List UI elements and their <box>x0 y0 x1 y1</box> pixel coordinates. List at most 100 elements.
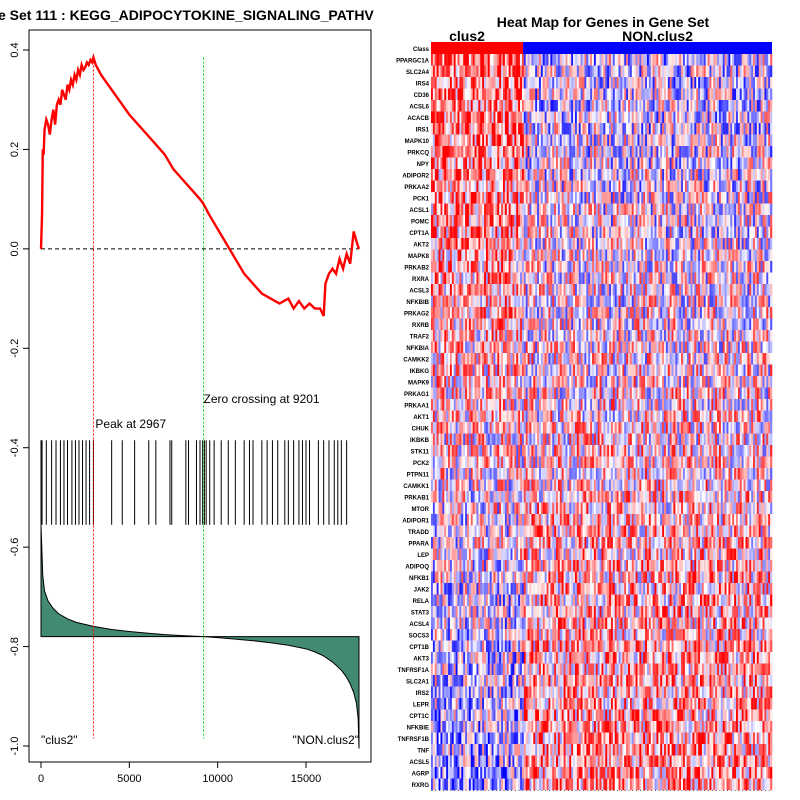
heatmap-cell <box>449 192 453 204</box>
heatmap-cell <box>504 100 508 112</box>
heatmap-cell <box>665 307 669 319</box>
heatmap-cell <box>605 307 608 319</box>
heatmap-cell <box>770 169 773 181</box>
heatmap-cell <box>552 169 555 181</box>
heatmap-cell <box>580 77 583 89</box>
heatmap-cell <box>592 353 595 365</box>
heatmap-cell <box>434 226 437 239</box>
heatmap-cell <box>510 65 513 78</box>
heatmap-cell <box>646 88 650 101</box>
heatmap-cell <box>753 88 756 101</box>
heatmap-cell <box>590 249 593 262</box>
heatmap-cell <box>436 249 439 262</box>
heatmap-cell <box>768 169 771 181</box>
heatmap-cell <box>610 65 614 78</box>
heatmap-cell <box>502 65 506 78</box>
heatmap-cell <box>662 272 665 285</box>
heatmap-cell <box>641 88 644 101</box>
heatmap-cell <box>665 249 669 262</box>
heatmap-cell <box>734 100 737 112</box>
heatmap-cell <box>444 77 447 89</box>
heatmap-cell <box>554 307 557 319</box>
heatmap-cell <box>438 134 441 147</box>
heatmap-cell <box>728 330 731 342</box>
heatmap-cell <box>563 157 566 170</box>
heatmap-cell <box>573 123 576 135</box>
heatmap-cell <box>654 318 657 331</box>
heatmap-cell <box>709 54 712 66</box>
heatmap-cell <box>586 146 589 158</box>
heatmap-cell <box>557 307 561 319</box>
heatmap-cell <box>538 111 542 124</box>
heatmap-cell <box>684 100 688 112</box>
heatmap-cell <box>692 318 695 331</box>
heatmap-cell <box>754 318 758 331</box>
heatmap-cell <box>656 261 659 273</box>
heatmap-cell <box>601 330 604 342</box>
heatmap-cell <box>745 169 748 181</box>
heatmap-cell <box>658 284 661 296</box>
heatmap-cell <box>434 330 437 342</box>
heatmap-cell <box>660 249 663 262</box>
heatmap-cell <box>446 192 449 204</box>
heatmap-cell <box>565 249 568 262</box>
heatmap-cell <box>603 169 606 181</box>
heatmap-cell <box>440 364 443 377</box>
heatmap-cell <box>438 77 441 89</box>
heatmap-cell <box>751 192 754 204</box>
heatmap-cell <box>660 272 663 285</box>
heatmap-cell <box>529 65 532 78</box>
heatmap-cell <box>639 100 642 112</box>
heatmap-cell <box>476 77 479 89</box>
heatmap-cell <box>440 261 443 273</box>
heatmap-cell <box>726 215 729 227</box>
heatmap-cell <box>561 341 564 354</box>
heatmap-cell <box>574 146 578 158</box>
heatmap-cell <box>770 100 773 112</box>
heatmap-cell <box>449 169 453 181</box>
heatmap-cell <box>557 330 561 342</box>
heatmap-cell <box>465 330 468 342</box>
heatmap-cell <box>521 353 525 365</box>
heatmap-cell <box>622 123 625 135</box>
heatmap-cell <box>652 157 655 170</box>
heatmap-cell <box>520 192 523 204</box>
heatmap-cell <box>758 307 761 319</box>
heatmap-cell <box>459 100 462 112</box>
heatmap-cell <box>673 180 676 193</box>
heatmap-cell <box>682 157 686 170</box>
heatmap-cell <box>601 238 604 250</box>
heatmap-cell <box>643 203 646 216</box>
heatmap-cell <box>592 65 595 78</box>
heatmap-cell <box>432 226 436 239</box>
heatmap-cell <box>448 192 451 204</box>
heatmap-cell <box>753 353 756 365</box>
heatmap-cell <box>730 238 733 250</box>
heatmap-cell <box>468 261 472 273</box>
heatmap-cell <box>724 249 727 262</box>
heatmap-cell <box>673 192 676 204</box>
heatmap-cell <box>474 341 477 354</box>
heatmap-cell <box>624 261 627 273</box>
heatmap-cell <box>660 146 663 158</box>
heatmap-cell <box>457 364 460 377</box>
heatmap-cell <box>633 100 636 112</box>
heatmap-cell <box>766 88 769 101</box>
heatmap-cell <box>601 307 604 319</box>
heatmap-cell <box>626 261 629 273</box>
heatmap-cell <box>681 353 684 365</box>
heatmap-cell <box>703 65 706 78</box>
heatmap-cell <box>667 295 670 308</box>
heatmap-cell <box>726 100 729 112</box>
heatmap-cell <box>728 100 731 112</box>
heatmap-cell <box>523 192 527 204</box>
heatmap-cell <box>502 307 506 319</box>
heatmap-cell <box>770 111 773 124</box>
heatmap-cell <box>690 215 693 227</box>
heatmap-cell <box>681 215 684 227</box>
heatmap-cell <box>681 341 684 354</box>
heatmap-cell <box>648 330 652 342</box>
heatmap-cell <box>538 100 542 112</box>
heatmap-cell <box>664 123 667 135</box>
heatmap-cell <box>656 65 659 78</box>
